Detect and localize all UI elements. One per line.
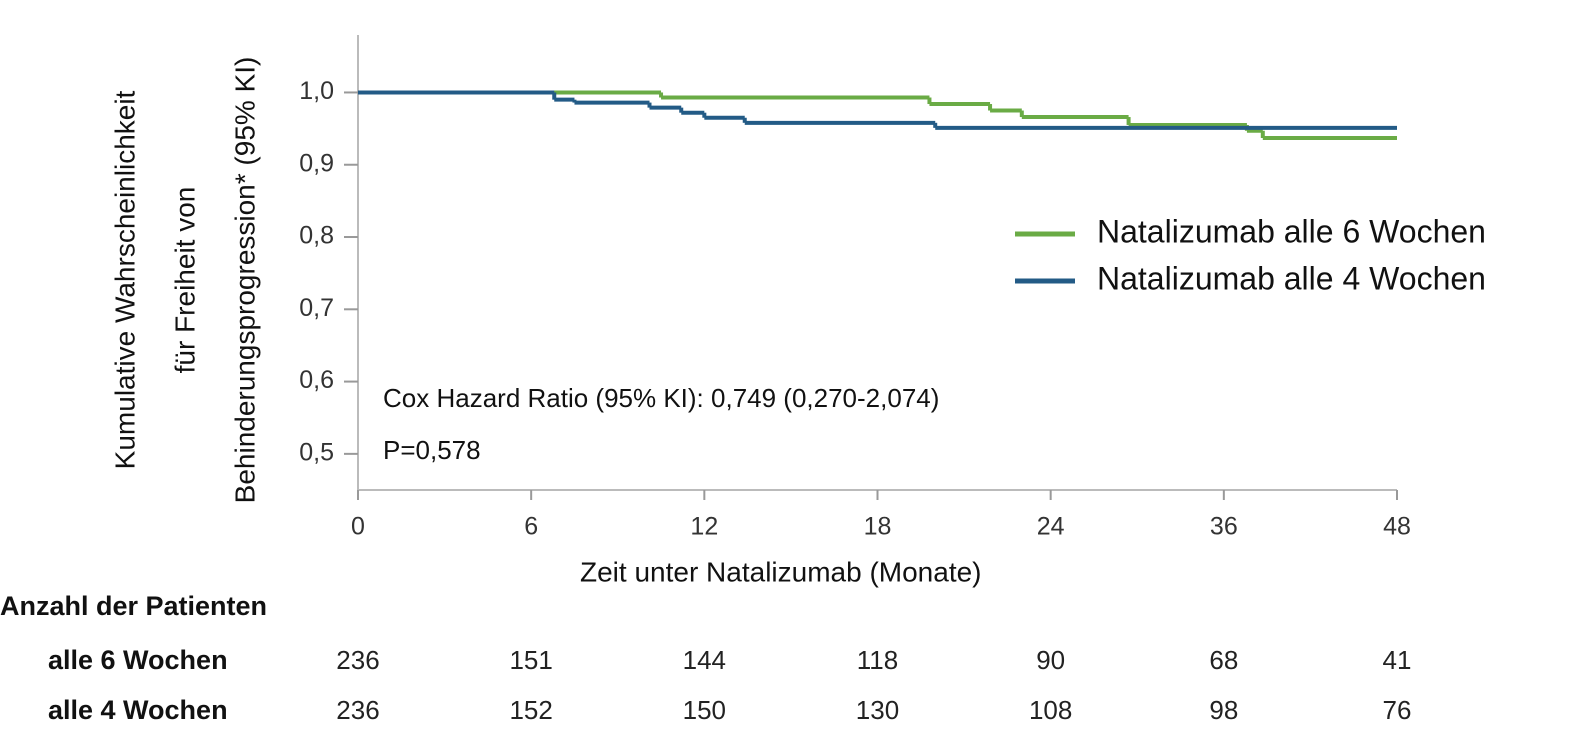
risk-count: 118 — [857, 645, 898, 675]
risk-count: 90 — [1036, 645, 1065, 675]
y-axis-label-line: Kumulative Wahrscheinlichkeit — [109, 90, 140, 469]
risk-count: 98 — [1209, 695, 1238, 725]
risk-count: 108 — [1029, 695, 1072, 725]
y-tick-label: 0,6 — [299, 366, 334, 394]
risk-row-label: alle 4 Wochen — [48, 695, 228, 725]
x-tick-label: 0 — [351, 513, 365, 541]
x-tick-label: 6 — [524, 513, 538, 541]
risk-count: 130 — [856, 695, 899, 725]
risk-count: 236 — [336, 645, 379, 675]
legend-label: Natalizumab alle 4 Wochen — [1097, 260, 1486, 296]
risk-count: 41 — [1383, 645, 1412, 675]
y-axis-label-line: Behinderungsprogression* (95% KI) — [229, 57, 260, 504]
y-tick-label: 0,5 — [299, 438, 334, 466]
risk-count: 236 — [336, 695, 379, 725]
annotation: P=0,578 — [383, 435, 481, 465]
risk-count: 76 — [1383, 695, 1412, 725]
y-tick-label: 1,0 — [299, 77, 334, 105]
legend-label: Natalizumab alle 6 Wochen — [1097, 213, 1486, 249]
y-tick-label: 0,8 — [299, 222, 334, 250]
risk-count: 144 — [683, 645, 726, 675]
x-tick-label: 48 — [1383, 513, 1411, 541]
y-tick-label: 0,9 — [299, 149, 334, 177]
risk-count: 151 — [509, 645, 552, 675]
x-tick-label: 12 — [690, 513, 718, 541]
x-tick-label: 24 — [1037, 513, 1065, 541]
annotation: Cox Hazard Ratio (95% KI): 0,749 (0,270-… — [383, 383, 939, 413]
y-tick-label: 0,7 — [299, 294, 334, 322]
risk-table-title: Anzahl der Patienten — [0, 591, 267, 621]
x-tick-label: 18 — [864, 513, 892, 541]
x-tick-label: 36 — [1210, 513, 1238, 541]
y-axis-label: Kumulative Wahrscheinlichkeit für Freihe… — [109, 57, 260, 504]
x-axis-label: Zeit unter Natalizumab (Monate) — [580, 556, 982, 587]
risk-count: 152 — [509, 695, 552, 725]
risk-row-label: alle 6 Wochen — [48, 645, 228, 675]
risk-count: 150 — [683, 695, 726, 725]
risk-count: 68 — [1209, 645, 1238, 675]
y-axis-label-line: für Freiheit von — [169, 187, 200, 374]
